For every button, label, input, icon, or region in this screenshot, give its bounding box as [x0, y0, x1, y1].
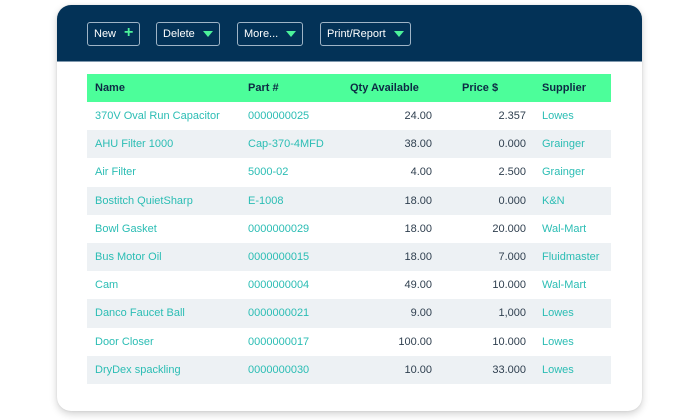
qty-cell: 49.00 [404, 279, 432, 292]
part-number-link[interactable]: 0000000004 [248, 279, 310, 292]
supplier-link[interactable]: Wal-Mart [542, 222, 587, 235]
qty-cell: 4.00 [410, 166, 432, 179]
column-header-qty[interactable]: Qty Available [350, 82, 419, 94]
supplier-link[interactable]: Wal-Mart [542, 279, 587, 292]
parts-inventory-card: New + Delete More... Print/Report Name P… [57, 5, 642, 411]
part-number-link[interactable]: 0000000021 [248, 307, 310, 320]
price-cell: 10.000 [492, 335, 526, 348]
price-cell: 20.000 [492, 222, 526, 235]
column-header-name[interactable]: Name [95, 82, 125, 94]
part-number-link[interactable]: Cap-370-4MFD [248, 138, 324, 151]
new-button-label: New [94, 28, 117, 40]
supplier-link[interactable]: Lowes [542, 307, 574, 320]
table-row[interactable]: Bostitch QuietSharp E-1008 18.00 0.000 K… [87, 186, 611, 215]
table-row[interactable]: Air Filter 5000-02 4.00 2.500 Grainger [87, 158, 611, 186]
plus-icon: + [124, 24, 134, 41]
table-row[interactable]: DryDex spackling 0000000030 10.00 33.000… [87, 355, 611, 384]
supplier-link[interactable]: Grainger [542, 138, 585, 151]
part-number-link[interactable]: 0000000017 [248, 335, 310, 348]
price-cell: 0.000 [498, 138, 526, 151]
part-number-link[interactable]: E-1008 [248, 194, 284, 207]
print-report-dropdown-button[interactable]: Print/Report [320, 22, 411, 46]
supplier-link[interactable]: Lowes [542, 335, 574, 348]
more-button-label: More... [244, 28, 279, 40]
part-name-link[interactable]: DryDex spackling [95, 363, 181, 376]
table-row[interactable]: Door Closer 0000000017 100.00 10.000 Low… [87, 328, 611, 356]
price-cell: 33.000 [492, 363, 526, 376]
print-report-button-label: Print/Report [327, 28, 386, 40]
part-name-link[interactable]: Bowl Gasket [95, 222, 157, 235]
table-row[interactable]: Danco Faucet Ball 0000000021 9.00 1,000 … [87, 299, 611, 328]
qty-cell: 100.00 [398, 335, 432, 348]
supplier-link[interactable]: Lowes [542, 363, 574, 376]
part-name-link[interactable]: Bostitch QuietSharp [95, 194, 193, 207]
caret-down-icon [393, 31, 404, 37]
price-cell: 7.000 [498, 251, 526, 264]
part-name-link[interactable]: AHU Filter 1000 [95, 138, 174, 151]
table-row[interactable]: Bowl Gasket 0000000029 18.00 20.000 Wal-… [87, 215, 611, 243]
qty-cell: 18.00 [404, 251, 432, 264]
price-cell: 0.000 [498, 194, 526, 207]
table-header-row: Name Part # Qty Available Price $ Suppli… [87, 74, 611, 102]
part-number-link[interactable]: 5000-02 [248, 166, 289, 179]
qty-cell: 18.00 [404, 194, 432, 207]
table-row[interactable]: Cam 0000000004 49.00 10.000 Wal-Mart [87, 271, 611, 299]
delete-button-label: Delete [163, 28, 195, 40]
price-cell: 1,000 [498, 307, 526, 320]
part-name-link[interactable]: Danco Faucet Ball [95, 307, 185, 320]
part-number-link[interactable]: 0000000030 [248, 363, 310, 376]
qty-cell: 24.00 [404, 110, 432, 123]
table-row[interactable]: 370V Oval Run Capacitor 0000000025 24.00… [87, 102, 611, 130]
delete-dropdown-button[interactable]: Delete [156, 22, 220, 46]
toolbar: New + Delete More... Print/Report [57, 5, 642, 62]
supplier-link[interactable]: Grainger [542, 166, 585, 179]
part-number-link[interactable]: 0000000025 [248, 110, 310, 123]
supplier-link[interactable]: Lowes [542, 110, 574, 123]
parts-table: Name Part # Qty Available Price $ Suppli… [87, 74, 611, 384]
price-cell: 2.357 [498, 110, 526, 123]
more-dropdown-button[interactable]: More... [237, 22, 304, 46]
qty-cell: 10.00 [404, 363, 432, 376]
part-name-link[interactable]: Door Closer [95, 335, 154, 348]
part-number-link[interactable]: 0000000029 [248, 222, 310, 235]
part-name-link[interactable]: 370V Oval Run Capacitor [95, 110, 220, 123]
part-name-link[interactable]: Bus Motor Oil [95, 251, 162, 264]
supplier-link[interactable]: K&N [542, 194, 565, 207]
column-header-part[interactable]: Part # [248, 82, 279, 94]
qty-cell: 9.00 [410, 307, 432, 320]
caret-down-icon [202, 31, 213, 37]
table-row[interactable]: AHU Filter 1000 Cap-370-4MFD 38.00 0.000… [87, 130, 611, 159]
part-name-link[interactable]: Air Filter [95, 166, 136, 179]
price-cell: 10.000 [492, 279, 526, 292]
qty-cell: 38.00 [404, 138, 432, 151]
qty-cell: 18.00 [404, 222, 432, 235]
caret-down-icon [286, 31, 297, 37]
supplier-link[interactable]: Fluidmaster [542, 251, 600, 264]
part-number-link[interactable]: 0000000015 [248, 251, 310, 264]
column-header-price[interactable]: Price $ [462, 82, 499, 94]
table-row[interactable]: Bus Motor Oil 0000000015 18.00 7.000 Flu… [87, 242, 611, 272]
column-header-supplier[interactable]: Supplier [542, 82, 587, 94]
part-name-link[interactable]: Cam [95, 279, 119, 292]
new-button[interactable]: New + [87, 22, 141, 46]
price-cell: 2.500 [498, 166, 526, 179]
